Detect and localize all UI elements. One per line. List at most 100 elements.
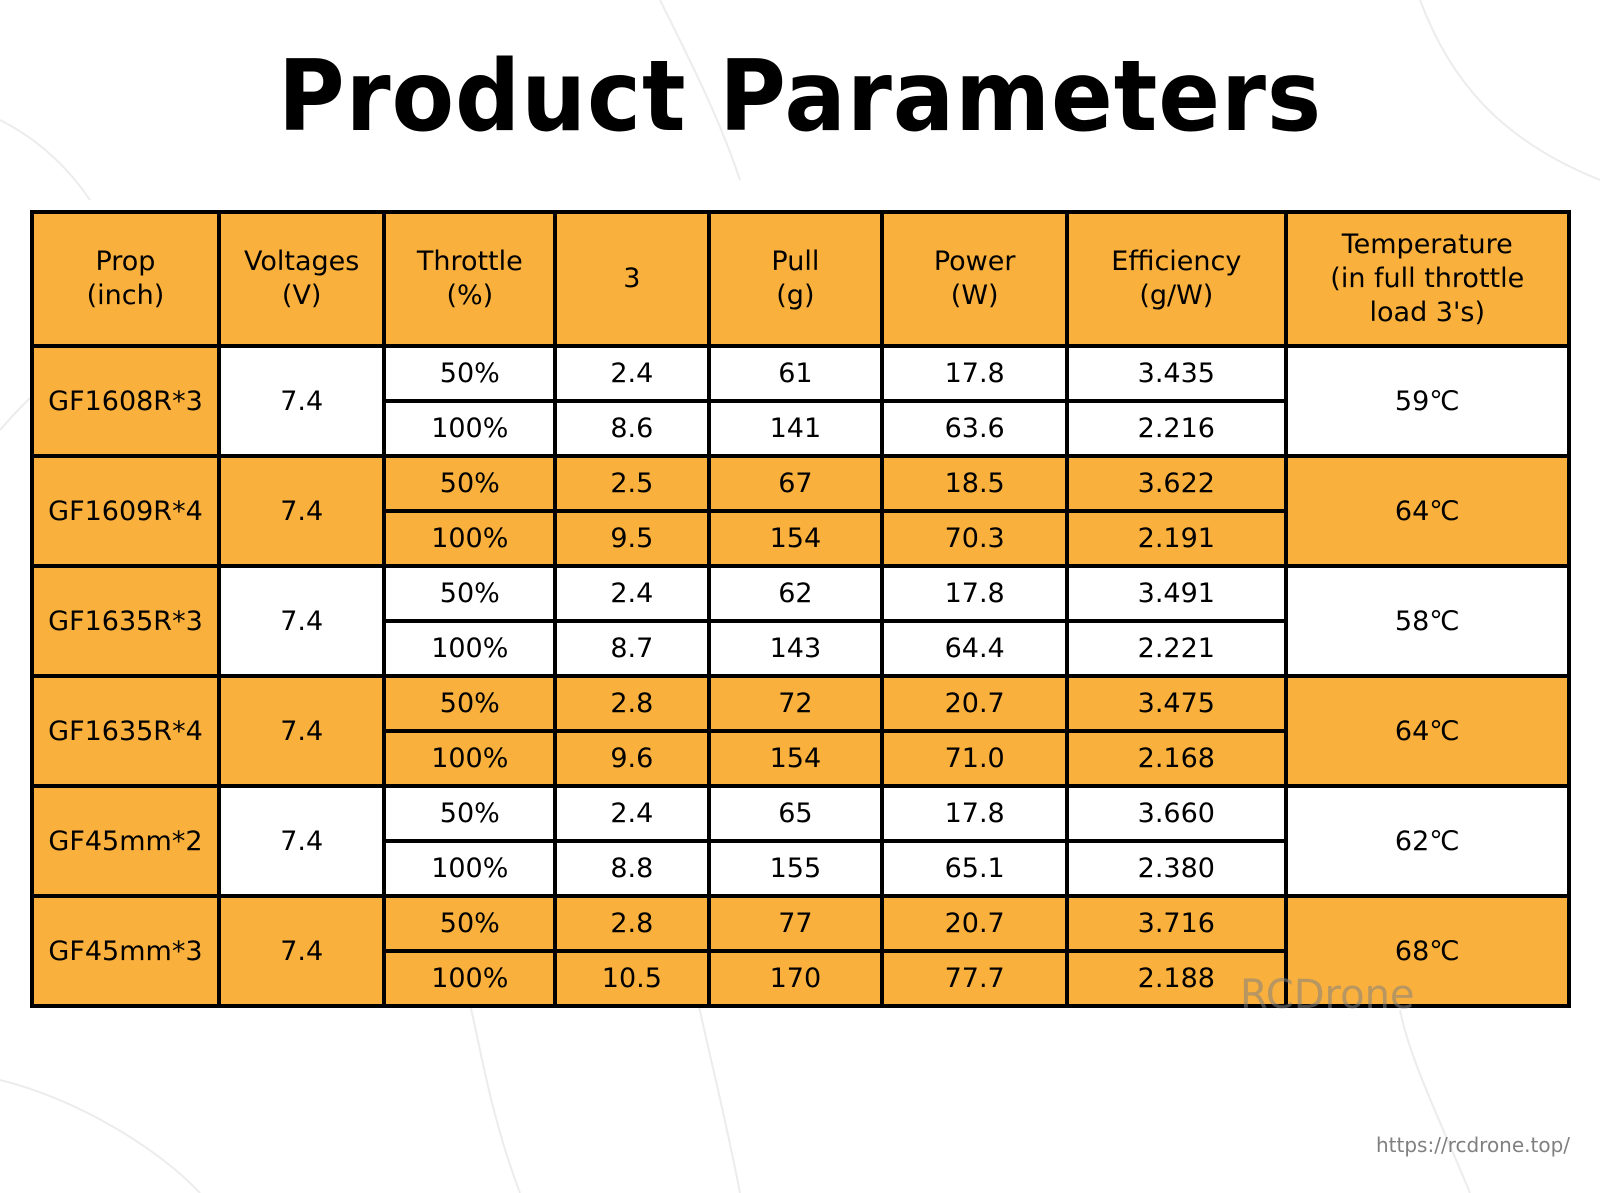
table-row: GF1609R*4 7.4 50% 2.5 67 18.5 3.622 64℃ [30,454,1572,568]
table-row: 100% 9.6 154 71.0 2.168 [32,729,1569,788]
table-row: 100% 10.5 170 77.7 2.188 [32,949,1569,1008]
throttle-cell: 100% [382,399,558,458]
temperature-cell: 64℃ [1283,454,1572,568]
efficiency-cell: 3.435 [1065,344,1288,403]
throttle-cell: 100% [382,619,558,678]
throttle-cell: 100% [382,839,558,898]
pull-cell: 155 [706,839,885,898]
current-cell: 2.4 [553,344,711,403]
power-cell: 63.6 [880,399,1070,458]
efficiency-cell: 3.491 [1065,564,1288,623]
temperature-cell: 64℃ [1283,674,1572,788]
efficiency-cell: 3.716 [1065,894,1288,953]
pull-cell: 65 [706,784,885,843]
power-cell: 20.7 [880,674,1070,733]
voltage-cell: 7.4 [216,674,387,788]
header-voltage: Voltages (V) [216,210,387,348]
product-parameters-table: Prop (inch) Voltages (V) Throttle (%) 3 Pul… [30,210,1572,1008]
table-row: 100% 9.5 154 70.3 2.191 [32,509,1569,568]
current-cell: 2.4 [553,784,711,843]
page-title: Product Parameters [277,40,1323,154]
table-row: GF1608R*3 7.4 50% 2.4 61 17.8 3.435 59℃ [30,344,1572,458]
temperature-cell: 58℃ [1283,564,1572,678]
current-cell: 2.5 [553,454,711,513]
header-prop: Prop (inch) [30,210,221,348]
efficiency-cell: 2.191 [1065,509,1288,568]
table-row: 100% 8.7 143 64.4 2.221 [32,619,1569,678]
current-cell: 9.5 [553,509,711,568]
throttle-cell: 50% [382,344,558,403]
footer-url: https://rcdrone.top/ [1376,1133,1571,1157]
power-cell: 77.7 [880,949,1070,1008]
header-power: Power (W) [880,210,1070,348]
power-cell: 65.1 [880,839,1070,898]
power-cell: 20.7 [880,894,1070,953]
power-cell: 18.5 [880,454,1070,513]
voltage-cell: 7.4 [216,564,387,678]
current-cell: 8.7 [553,619,711,678]
throttle-cell: 50% [382,674,558,733]
voltage-cell: 7.4 [216,894,387,1008]
temperature-cell: 59℃ [1283,344,1572,458]
pull-cell: 77 [706,894,885,953]
pull-cell: 170 [706,949,885,1008]
temperature-cell: 62℃ [1283,784,1572,898]
header-throttle: Throttle (%) [382,210,558,348]
prop-cell: GF45mm*2 [30,784,221,898]
header-efficiency: Efficiency (g/W) [1065,210,1288,348]
prop-cell: GF1635R*3 [30,564,221,678]
voltage-cell: 7.4 [216,784,387,898]
table-row: GF45mm*2 7.4 50% 2.4 65 17.8 3.660 62℃ [30,784,1572,898]
voltage-cell: 7.4 [216,454,387,568]
pull-cell: 141 [706,399,885,458]
efficiency-cell: 2.221 [1065,619,1288,678]
prop-cell: GF1608R*3 [30,344,221,458]
voltage-cell: 7.4 [216,344,387,458]
pull-cell: 143 [706,619,885,678]
throttle-cell: 50% [382,564,558,623]
efficiency-cell: 2.380 [1065,839,1288,898]
header-current: 3 [553,210,711,348]
header-pull: Pull (g) [706,210,885,348]
throttle-cell: 50% [382,894,558,953]
throttle-cell: 50% [382,454,558,513]
current-cell: 9.6 [553,729,711,788]
pull-cell: 154 [706,729,885,788]
table-row: 100% 8.8 155 65.1 2.380 [32,839,1569,898]
pull-cell: 72 [706,674,885,733]
efficiency-cell: 2.188 [1065,949,1288,1008]
prop-cell: GF45mm*3 [30,894,221,1008]
current-cell: 2.4 [553,564,711,623]
header-temperature: Temperature (in full throttle load 3's) [1283,210,1572,348]
prop-cell: GF1635R*4 [30,674,221,788]
efficiency-cell: 2.168 [1065,729,1288,788]
throttle-cell: 100% [382,729,558,788]
pull-cell: 62 [706,564,885,623]
pull-cell: 67 [706,454,885,513]
efficiency-cell: 3.475 [1065,674,1288,733]
power-cell: 70.3 [880,509,1070,568]
pull-cell: 61 [706,344,885,403]
efficiency-cell: 3.660 [1065,784,1288,843]
power-cell: 17.8 [880,564,1070,623]
current-cell: 8.6 [553,399,711,458]
watermark: RCDrone [1240,972,1415,1018]
current-cell: 8.8 [553,839,711,898]
header-row: Prop (inch) Voltages (V) Throttle (%) 3 Pul… [30,210,1572,348]
throttle-cell: 100% [382,949,558,1008]
throttle-cell: 50% [382,784,558,843]
power-cell: 64.4 [880,619,1070,678]
current-cell: 10.5 [553,949,711,1008]
table-row: GF1635R*4 7.4 50% 2.8 72 20.7 3.475 64℃ [30,674,1572,788]
current-cell: 2.8 [553,894,711,953]
power-cell: 17.8 [880,344,1070,403]
throttle-cell: 100% [382,509,558,568]
efficiency-cell: 3.622 [1065,454,1288,513]
table-row: 100% 8.6 141 63.6 2.216 [32,399,1569,458]
power-cell: 71.0 [880,729,1070,788]
power-cell: 17.8 [880,784,1070,843]
efficiency-cell: 2.216 [1065,399,1288,458]
temperature-cell: 68℃ [1283,894,1572,1008]
pull-cell: 154 [706,509,885,568]
current-cell: 2.8 [553,674,711,733]
